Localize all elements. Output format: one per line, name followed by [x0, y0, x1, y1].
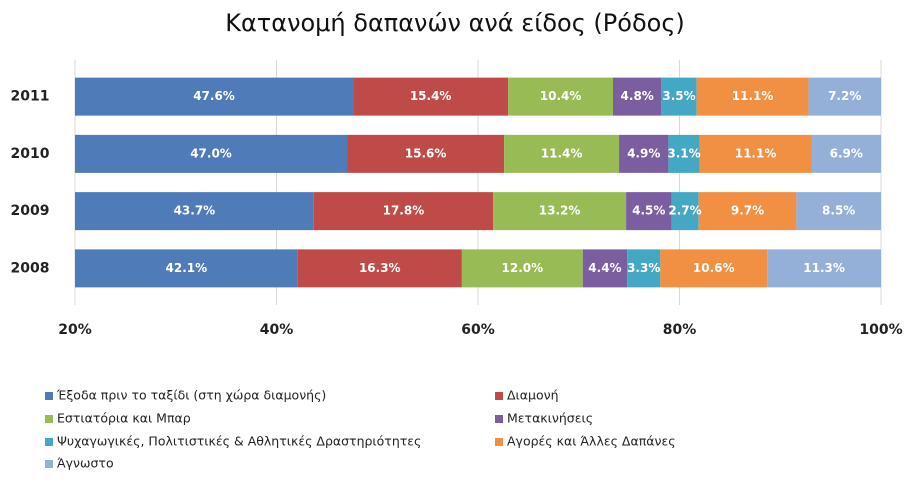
bar-segment — [696, 77, 809, 116]
bar-segment — [297, 249, 462, 288]
bar-segment — [347, 134, 505, 173]
legend-label: Αγορές και Άλλες Δαπάνες — [507, 434, 676, 449]
data-label: 42.1% — [166, 261, 208, 275]
bar-segment — [808, 77, 881, 116]
data-label: 4.9% — [627, 146, 660, 160]
legend-label: Διαμονή — [507, 388, 559, 403]
y-tick-label: 2010 — [11, 146, 50, 162]
bar-segment — [75, 77, 354, 116]
legend-label: Άγνωστο — [57, 456, 114, 471]
x-tick-label: 20% — [58, 322, 92, 338]
data-label: 12.0% — [502, 261, 544, 275]
legend-swatch — [45, 460, 53, 468]
legend-swatch — [495, 415, 503, 423]
data-label: 2.7% — [668, 204, 701, 218]
bar-segment — [671, 192, 699, 231]
bar-segment — [767, 249, 881, 288]
bar-segment — [75, 134, 348, 173]
data-label: 11.4% — [541, 146, 583, 160]
bar-segment — [660, 249, 768, 288]
x-tick-label: 100% — [859, 322, 902, 338]
bar-segment — [353, 77, 509, 116]
data-label: 6.9% — [830, 146, 863, 160]
legend-label: Ψυχαγωγικές, Πολιτιστικές & Αθλητικές Δρ… — [57, 434, 421, 449]
legend-swatch — [495, 392, 503, 400]
legend-label: Έξοδα πριν το ταξίδι (στη χώρα διαμονής) — [56, 388, 326, 403]
x-tick-label: 60% — [461, 322, 495, 338]
bar-segment — [698, 192, 797, 231]
data-label: 17.8% — [383, 204, 425, 218]
data-label: 15.4% — [410, 89, 452, 103]
data-label: 4.4% — [588, 261, 621, 275]
data-label: 4.8% — [621, 89, 654, 103]
data-label: 4.5% — [632, 204, 665, 218]
data-label: 47.0% — [190, 146, 232, 160]
bar-segment — [627, 249, 661, 288]
legend-swatch — [45, 392, 53, 400]
y-tick-label: 2009 — [11, 203, 50, 219]
data-label: 8.5% — [822, 204, 855, 218]
legend-swatch — [45, 415, 53, 423]
data-label: 10.4% — [540, 89, 582, 103]
bar-segment — [75, 192, 314, 231]
data-label: 11.1% — [732, 89, 774, 103]
chart-title: Κατανομή δαπανών ανά είδος (Ρόδος) — [225, 9, 685, 37]
data-label: 3.1% — [667, 146, 700, 160]
bar-segment — [796, 192, 881, 231]
bar-segment — [504, 134, 620, 173]
bar-segment — [668, 134, 700, 173]
bar-segment — [582, 249, 628, 288]
bar-segment — [461, 249, 583, 288]
data-label: 11.3% — [803, 261, 845, 275]
data-label: 3.3% — [627, 261, 660, 275]
bar-segment — [313, 192, 494, 231]
legend-label: Εστιατόρια και Μπαρ — [57, 411, 191, 426]
bar-segment — [811, 134, 881, 173]
bar-segment — [493, 192, 627, 231]
data-label: 11.1% — [735, 146, 777, 160]
data-label: 43.7% — [174, 204, 216, 218]
bar-segment — [661, 77, 697, 116]
bars — [75, 77, 881, 288]
y-tick-label: 2008 — [11, 260, 50, 276]
x-tick-label: 40% — [260, 322, 294, 338]
data-label: 16.3% — [359, 261, 401, 275]
data-label: 13.2% — [539, 204, 581, 218]
bar-segment — [75, 249, 298, 288]
data-label: 7.2% — [828, 89, 861, 103]
bar-segment — [699, 134, 812, 173]
legend-swatch — [495, 438, 503, 446]
data-label: 9.7% — [731, 204, 764, 218]
data-label: 15.6% — [405, 146, 447, 160]
y-tick-label: 2011 — [11, 89, 50, 105]
bar-segment — [619, 134, 669, 173]
bar-segment — [613, 77, 662, 116]
x-tick-label: 80% — [663, 322, 697, 338]
bar-segment — [626, 192, 672, 231]
legend-swatch — [45, 438, 53, 446]
data-label: 10.6% — [693, 261, 735, 275]
data-label: 47.6% — [193, 89, 235, 103]
legend-label: Μετακινήσεις — [507, 411, 593, 426]
data-label: 3.5% — [662, 89, 695, 103]
bar-segment — [508, 77, 614, 116]
